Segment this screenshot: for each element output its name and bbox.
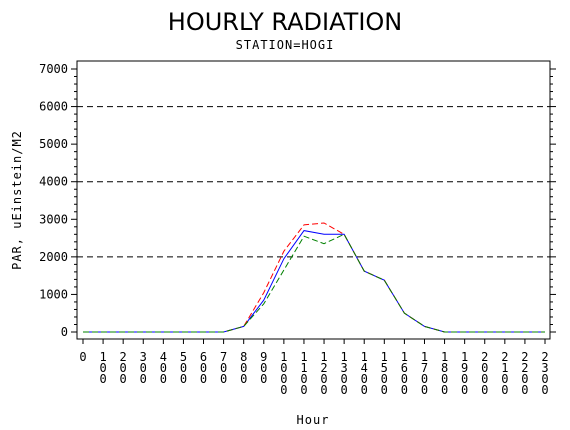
y-tick-label: 0: [61, 325, 68, 339]
x-axis-label: Hour: [297, 413, 330, 427]
series-lines: [83, 222, 545, 333]
y-tick-label: 6000: [39, 100, 68, 114]
x-axis: 0 1 0 0 2 0 0 3 0 0 4 0 0 5 0 0 6 0 0 7 0 0 8 0 0 9 0 0 1 0 0 0 1 1 0 0 1 2 0 0…: [79, 339, 549, 397]
plot-frame: [76, 60, 551, 340]
y-tick-label: 5000: [39, 137, 68, 151]
reference-lines: [77, 106, 550, 258]
x-tick-label: 0: [79, 350, 86, 364]
y-tick-label: 2000: [39, 250, 68, 264]
y-tick-label: 4000: [39, 175, 68, 189]
chart-subtitle: STATION=HOGI: [236, 38, 335, 52]
y-tick-label: 1000: [39, 287, 68, 301]
series-line-2: [83, 222, 545, 333]
y-tick-label: 7000: [39, 62, 68, 76]
y-axis: 0 1000 2000 3000 4000 5000 6000 7000: [39, 62, 556, 339]
y-tick-label: 3000: [39, 212, 68, 226]
series-line-3: [83, 233, 545, 333]
y-axis-label: PAR, uEinstein/M2: [10, 130, 24, 270]
series-line-1: [83, 230, 545, 333]
chart-title: HOURLY RADIATION: [168, 8, 402, 36]
